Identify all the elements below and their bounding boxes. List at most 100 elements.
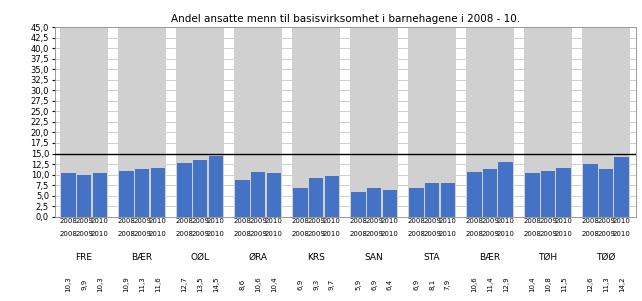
Bar <box>541 171 555 217</box>
Title: Andel ansatte menn til basisvirksomhet i barnehagene i 2008 - 10.: Andel ansatte menn til basisvirksomhet i… <box>171 14 519 23</box>
Text: 2008: 2008 <box>349 231 367 237</box>
Text: TØH: TØH <box>539 253 558 262</box>
Text: BÆR: BÆR <box>132 253 153 262</box>
Text: 2009: 2009 <box>191 231 209 237</box>
Text: 2010: 2010 <box>497 231 515 237</box>
Bar <box>351 27 398 217</box>
Text: 8,1: 8,1 <box>429 278 435 290</box>
Bar <box>177 27 224 217</box>
Text: 2009: 2009 <box>597 231 615 237</box>
Text: 10,4: 10,4 <box>271 276 277 292</box>
Text: 2010: 2010 <box>381 231 399 237</box>
Text: 10,3: 10,3 <box>97 276 103 292</box>
Bar <box>92 173 107 217</box>
Bar <box>118 27 166 217</box>
Text: 9,3: 9,3 <box>313 278 319 290</box>
Text: 2009: 2009 <box>307 231 325 237</box>
Text: 2010: 2010 <box>91 231 109 237</box>
Bar <box>483 169 498 217</box>
Bar <box>324 176 339 217</box>
Bar <box>209 156 223 217</box>
Text: 14,2: 14,2 <box>619 276 625 292</box>
Text: 10,3: 10,3 <box>65 276 71 292</box>
Bar <box>76 175 91 217</box>
Text: 10,6: 10,6 <box>471 276 477 292</box>
Bar <box>440 183 455 217</box>
Bar <box>292 27 340 217</box>
Text: 8,6: 8,6 <box>239 278 245 290</box>
Bar <box>266 173 281 217</box>
Bar <box>557 168 571 217</box>
Bar <box>498 162 513 217</box>
Bar <box>425 183 440 217</box>
Text: 2008: 2008 <box>407 231 425 237</box>
Text: 2009: 2009 <box>423 231 441 237</box>
Bar <box>309 178 324 217</box>
Text: 7,9: 7,9 <box>445 278 451 290</box>
Text: 5,9: 5,9 <box>355 279 361 290</box>
Text: 11,3: 11,3 <box>603 276 609 292</box>
Text: 10,4: 10,4 <box>529 276 535 292</box>
Bar <box>583 164 598 217</box>
Text: 2008: 2008 <box>581 231 599 237</box>
Bar <box>150 168 165 217</box>
Bar <box>235 181 250 217</box>
Text: 6,9: 6,9 <box>371 278 377 290</box>
Text: 2010: 2010 <box>613 231 631 237</box>
Bar <box>409 188 424 217</box>
Text: 2010: 2010 <box>265 231 283 237</box>
Text: SAN: SAN <box>365 253 383 262</box>
Text: 2008: 2008 <box>291 231 309 237</box>
Text: 11,3: 11,3 <box>139 276 145 292</box>
Text: 9,9: 9,9 <box>81 278 87 290</box>
Bar <box>60 27 108 217</box>
Text: 2010: 2010 <box>207 231 225 237</box>
Text: 2010: 2010 <box>555 231 573 237</box>
Text: STA: STA <box>424 253 440 262</box>
Text: 2010: 2010 <box>149 231 167 237</box>
Bar <box>467 172 482 217</box>
Text: 2008: 2008 <box>233 231 251 237</box>
Text: 10,6: 10,6 <box>255 276 261 292</box>
Text: 10,8: 10,8 <box>545 276 551 292</box>
Text: 11,6: 11,6 <box>155 276 161 292</box>
Text: 2008: 2008 <box>465 231 483 237</box>
Text: 6,4: 6,4 <box>387 279 393 290</box>
Bar <box>250 172 265 217</box>
Bar <box>614 157 629 217</box>
Text: 2010: 2010 <box>323 231 341 237</box>
Bar <box>135 169 150 217</box>
Bar <box>466 27 514 217</box>
Text: BÆR: BÆR <box>480 253 501 262</box>
Text: TØØ: TØØ <box>596 253 616 262</box>
Text: 6,9: 6,9 <box>413 278 419 290</box>
Bar <box>367 188 381 217</box>
Text: 6,9: 6,9 <box>297 278 303 290</box>
Text: 2009: 2009 <box>365 231 383 237</box>
Text: 2009: 2009 <box>539 231 557 237</box>
Text: 10,9: 10,9 <box>123 276 129 292</box>
Text: ØRA: ØRA <box>248 253 268 262</box>
Text: 2010: 2010 <box>439 231 457 237</box>
Text: OØL: OØL <box>191 253 209 262</box>
Bar <box>234 27 282 217</box>
Bar <box>177 163 192 217</box>
Text: 2008: 2008 <box>117 231 135 237</box>
Text: 2009: 2009 <box>133 231 151 237</box>
Text: 14,5: 14,5 <box>213 276 219 292</box>
Text: 12,7: 12,7 <box>181 276 187 292</box>
Text: 11,5: 11,5 <box>561 276 567 292</box>
Text: 12,6: 12,6 <box>587 276 593 292</box>
Bar <box>599 169 614 217</box>
Bar <box>119 171 134 217</box>
Text: FRE: FRE <box>76 253 92 262</box>
Bar <box>293 188 308 217</box>
Bar <box>582 27 630 217</box>
Bar <box>351 192 366 217</box>
Text: 2009: 2009 <box>249 231 267 237</box>
Bar <box>61 173 76 217</box>
Text: 2008: 2008 <box>175 231 193 237</box>
Text: 2008: 2008 <box>523 231 541 237</box>
Text: 2009: 2009 <box>75 231 93 237</box>
Bar <box>383 190 397 217</box>
